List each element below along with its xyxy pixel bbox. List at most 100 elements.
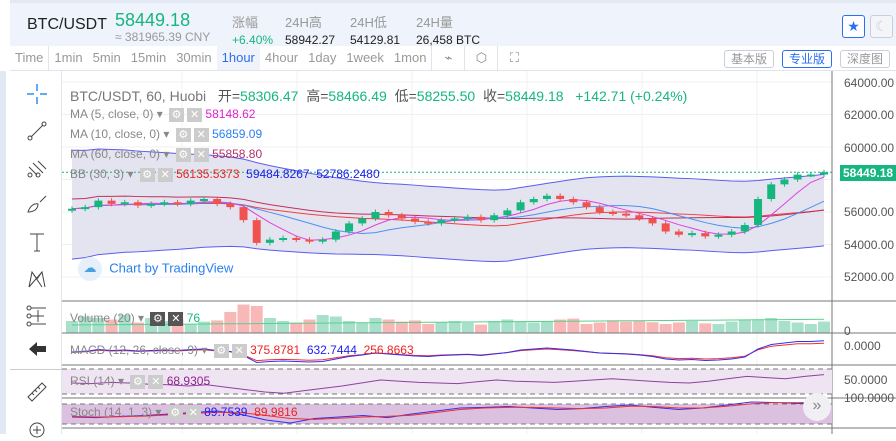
volume-legend[interactable]: Volume (20) ▾ ⚙ ✕ 76 bbox=[70, 311, 201, 326]
volume-bar bbox=[211, 320, 224, 333]
candle bbox=[279, 238, 288, 240]
scroll-right-chevron-icon[interactable]: » bbox=[803, 393, 831, 421]
candle bbox=[292, 238, 301, 240]
zoom-in-icon[interactable] bbox=[24, 415, 50, 441]
volume-bar bbox=[448, 321, 461, 333]
candle bbox=[635, 215, 644, 219]
back-arrow-icon[interactable] bbox=[24, 336, 50, 362]
chart-area[interactable]: BTC/USDT, 60, Huobi 开=58306.47 高=58466.4… bbox=[62, 71, 896, 439]
candle bbox=[213, 199, 222, 204]
candle bbox=[133, 202, 142, 206]
indicator-chart-icon[interactable]: ⌁ bbox=[431, 46, 464, 70]
interval-1day[interactable]: 1day bbox=[308, 50, 337, 65]
candle bbox=[714, 234, 723, 237]
candle bbox=[490, 215, 499, 221]
fullscreen-icon[interactable]: ⛶ bbox=[497, 46, 530, 70]
measure-levels-icon[interactable] bbox=[24, 303, 50, 329]
pair-name: BTC/USDT bbox=[27, 16, 107, 33]
interval-5min[interactable]: 5min bbox=[92, 50, 121, 65]
view-pro-button[interactable]: 专业版 bbox=[782, 50, 833, 68]
volume-bar bbox=[501, 319, 514, 333]
candle bbox=[648, 218, 657, 224]
interval-1week[interactable]: 1week bbox=[346, 50, 384, 65]
dark-mode-moon-icon[interactable]: ☾ bbox=[870, 15, 893, 38]
candle bbox=[622, 213, 631, 216]
candle bbox=[252, 220, 261, 243]
volume-bar bbox=[237, 304, 250, 333]
volume-bar bbox=[131, 322, 144, 333]
macd-legend[interactable]: MACD (12, 26, close, 9) ▾ ⚙ ✕ 375.8781 63… bbox=[70, 343, 414, 358]
view-depth-button[interactable]: 深度图 bbox=[840, 50, 891, 68]
volume-bar bbox=[765, 318, 778, 333]
close-icon: ✕ bbox=[148, 374, 164, 389]
candle bbox=[701, 233, 710, 237]
ma10-line bbox=[71, 200, 825, 234]
candle bbox=[806, 174, 815, 177]
candle bbox=[463, 216, 472, 219]
volume-bar bbox=[290, 322, 303, 333]
pattern-icon[interactable] bbox=[24, 266, 50, 292]
candle bbox=[740, 225, 749, 232]
stoch-legend[interactable]: Stoch (14, 1, 3) ▾ ⚙ ✕ 89.7539 89.9816 bbox=[70, 405, 298, 420]
volume-bar bbox=[554, 319, 567, 333]
candle bbox=[186, 200, 195, 204]
ruler-icon[interactable] bbox=[24, 379, 50, 405]
volume-bar bbox=[672, 322, 685, 333]
candle bbox=[820, 172, 828, 175]
candle bbox=[727, 231, 736, 235]
candle bbox=[450, 218, 459, 221]
interval-1hour[interactable]: 1hour bbox=[216, 46, 260, 70]
volume-bar bbox=[395, 321, 408, 333]
interval-15min[interactable]: 15min bbox=[130, 50, 167, 65]
settings-hexagon-icon[interactable]: ⬡ bbox=[464, 46, 497, 70]
interval-1mon[interactable]: 1mon bbox=[393, 50, 427, 65]
crosshair-icon[interactable] bbox=[24, 81, 50, 107]
ma10-legend[interactable]: MA (10, close, 0) ▾ ⚙ ✕ 56859.09 bbox=[70, 127, 263, 142]
price-tick: 62000.00 bbox=[844, 108, 895, 122]
interval-4hour[interactable]: 4hour bbox=[264, 50, 299, 65]
favorite-star-icon[interactable]: ★ bbox=[842, 15, 865, 38]
pitchfork-icon[interactable] bbox=[24, 155, 50, 181]
chart-canvas[interactable] bbox=[62, 71, 896, 434]
close-value: 58449.18 bbox=[505, 88, 564, 104]
volume-bar bbox=[567, 318, 580, 333]
ma60-legend[interactable]: MA (60, close, 0) ▾ ⚙ ✕ 55858.80 bbox=[70, 147, 263, 162]
close-icon: ✕ bbox=[193, 147, 209, 162]
view-basic-button[interactable]: 基本版 bbox=[724, 50, 775, 68]
candle bbox=[345, 223, 354, 232]
volume-bar bbox=[303, 319, 316, 333]
price-tick: 56000.00 bbox=[844, 205, 895, 219]
cny-price: ≈ 381965.39 CNY bbox=[115, 30, 211, 44]
text-tool-icon[interactable] bbox=[24, 229, 50, 255]
tradingview-watermark[interactable]: ☁ Chart by TradingView bbox=[78, 257, 233, 281]
volume-bar bbox=[527, 322, 540, 333]
volume-bar bbox=[488, 321, 501, 333]
interval-time[interactable]: Time bbox=[15, 50, 44, 65]
bb-legend[interactable]: BB (30, 3) ▾ ⚙ ✕ 56135.5373 59484.8267 52… bbox=[70, 167, 380, 182]
volume-bar bbox=[514, 321, 527, 333]
volume-bar bbox=[66, 321, 78, 333]
brush-icon[interactable] bbox=[24, 192, 50, 218]
volume-bar bbox=[725, 321, 738, 333]
candle bbox=[516, 202, 525, 211]
volume-bar bbox=[369, 318, 382, 333]
gear-icon: ⚙ bbox=[175, 127, 191, 142]
volume-bar bbox=[540, 321, 553, 333]
close-icon: ✕ bbox=[231, 343, 247, 358]
interval-30min[interactable]: 30min bbox=[176, 50, 212, 65]
interval-1min[interactable]: 1min bbox=[48, 46, 87, 70]
volume-bar bbox=[224, 312, 237, 333]
macd-line bbox=[71, 340, 825, 364]
cloud-logo-icon: ☁ bbox=[78, 257, 102, 281]
change-value: +142.71 (+0.24%) bbox=[575, 88, 688, 104]
candle bbox=[68, 208, 76, 211]
volume-bar bbox=[686, 321, 699, 333]
volume-bar bbox=[92, 318, 105, 333]
trend-line-icon[interactable] bbox=[24, 118, 50, 144]
rsi-legend[interactable]: RSI (14) ▾ ⚙ ✕ 68.9305 bbox=[70, 374, 211, 389]
ma5-legend[interactable]: MA (5, close, 0) ▾ ⚙ ✕ 58148.62 bbox=[70, 107, 256, 122]
candle bbox=[556, 195, 565, 199]
candle bbox=[476, 216, 485, 221]
candle bbox=[318, 239, 327, 242]
candle bbox=[542, 195, 551, 199]
